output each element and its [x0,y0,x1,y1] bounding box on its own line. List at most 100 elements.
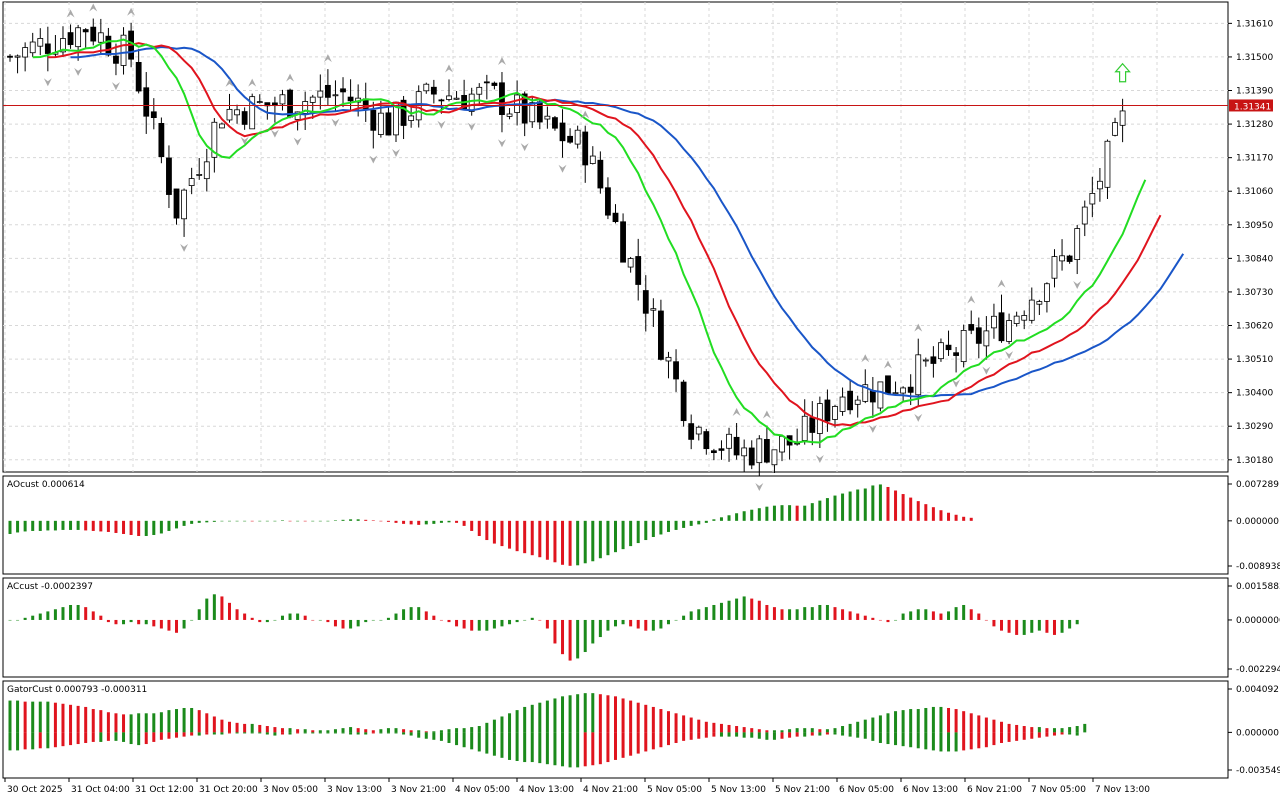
gator-lower-bar [1068,732,1072,735]
histogram-bar [553,619,557,644]
gator-upper-bar [106,712,110,733]
histogram-bar [485,520,489,541]
histogram-bar [144,619,148,625]
candle [408,115,415,121]
histogram-bar [886,619,890,623]
histogram-bar [788,609,792,620]
candle [1112,122,1118,136]
gator-lower-bar [341,732,345,734]
gator-lower-bar [614,732,617,760]
gator-upper-bar [704,721,708,733]
histogram-bar [863,488,867,521]
candle [559,122,566,142]
gator-lower-bar [167,732,171,739]
histogram-bar [568,619,572,661]
histogram-bar [16,520,20,533]
gator-lower-bar [477,732,481,752]
gator-upper-bar [1030,727,1034,733]
gator-upper-bar [318,730,322,733]
gator-upper-bar [333,729,337,733]
histogram-bar [409,607,413,620]
histogram-bar [598,520,602,559]
indicator-label: GatorCust 0.000793 -0.000311 [7,685,147,695]
gator-upper-bar [182,707,186,733]
candle [324,84,331,98]
candle [491,82,498,86]
histogram-bar [371,520,375,521]
histogram-bar [470,520,474,531]
gator-lower-bar [984,732,988,748]
histogram-bar [712,604,716,620]
candle [234,109,240,116]
fractal-up-marker [997,279,1006,288]
candle [347,96,354,102]
gator-upper-bar [666,711,670,733]
gator-lower-bar [1075,732,1079,736]
histogram-bar [545,520,549,560]
candle [203,161,210,180]
histogram-bar [1075,619,1079,625]
histogram-bar [629,619,633,627]
y-tick-label: 0.004092 [1236,685,1279,695]
gator-upper-bar [129,714,133,733]
candle [317,90,324,98]
gator-upper-bar [947,707,951,733]
candle [506,113,513,117]
histogram-bar [1007,619,1011,633]
y-tick-label: 1.30950 [1236,221,1273,231]
histogram-bar [167,520,171,531]
fractal-down-marker [497,139,506,148]
gator-upper-bar [931,706,935,733]
histogram-bar [326,520,330,522]
fractal-down-marker [914,413,923,422]
fractal-up-marker [444,64,453,73]
gator-lower-bar [303,732,307,734]
histogram-bar [356,619,360,627]
gator-upper-bar [894,711,898,733]
histogram-bar [568,520,572,566]
candle [1028,299,1035,321]
histogram-bar [296,613,300,620]
histogram-bar [243,520,247,522]
gator-upper-bar [682,715,686,733]
y-tick-label: 1.31060 [1236,187,1273,197]
candle [552,117,558,129]
candle [1097,180,1103,190]
gator-lower-bar [129,732,133,745]
histogram-bar [364,519,368,521]
histogram-bar [53,609,57,620]
candle [385,112,392,136]
gator-lower-bar [1022,732,1026,740]
histogram-bar [175,619,179,633]
candle [839,396,846,412]
histogram-bar [424,520,428,525]
gator-upper-bar [598,694,602,733]
gator-lower-bar [227,732,231,734]
histogram-bar [742,596,746,620]
candle [680,381,687,422]
gator-lower-bar [606,732,610,763]
candle [900,387,907,394]
histogram-bar [258,520,262,522]
histogram-bar [379,520,383,522]
y-tick-label: 1.31280 [1236,120,1273,130]
candle [847,390,854,411]
candle [688,423,695,440]
candle [340,88,346,93]
histogram-bar [788,505,792,521]
x-tick-label: 6 Nov 13:00 [903,785,958,795]
histogram-bar [1037,619,1041,631]
y-tick-label: 1.30400 [1236,389,1273,399]
gator-upper-bar [583,693,587,733]
candle [658,310,664,360]
gator-upper-bar [235,722,239,733]
histogram-bar [757,600,761,620]
fractal-down-marker [520,143,529,152]
gator-upper-bar [644,704,648,733]
histogram-bar [333,520,337,521]
candle [29,41,36,54]
gator-upper-bar [386,728,390,733]
x-tick-label: 5 Nov 13:00 [711,785,766,795]
candle [226,108,233,121]
fractal-up-marker [762,410,771,419]
